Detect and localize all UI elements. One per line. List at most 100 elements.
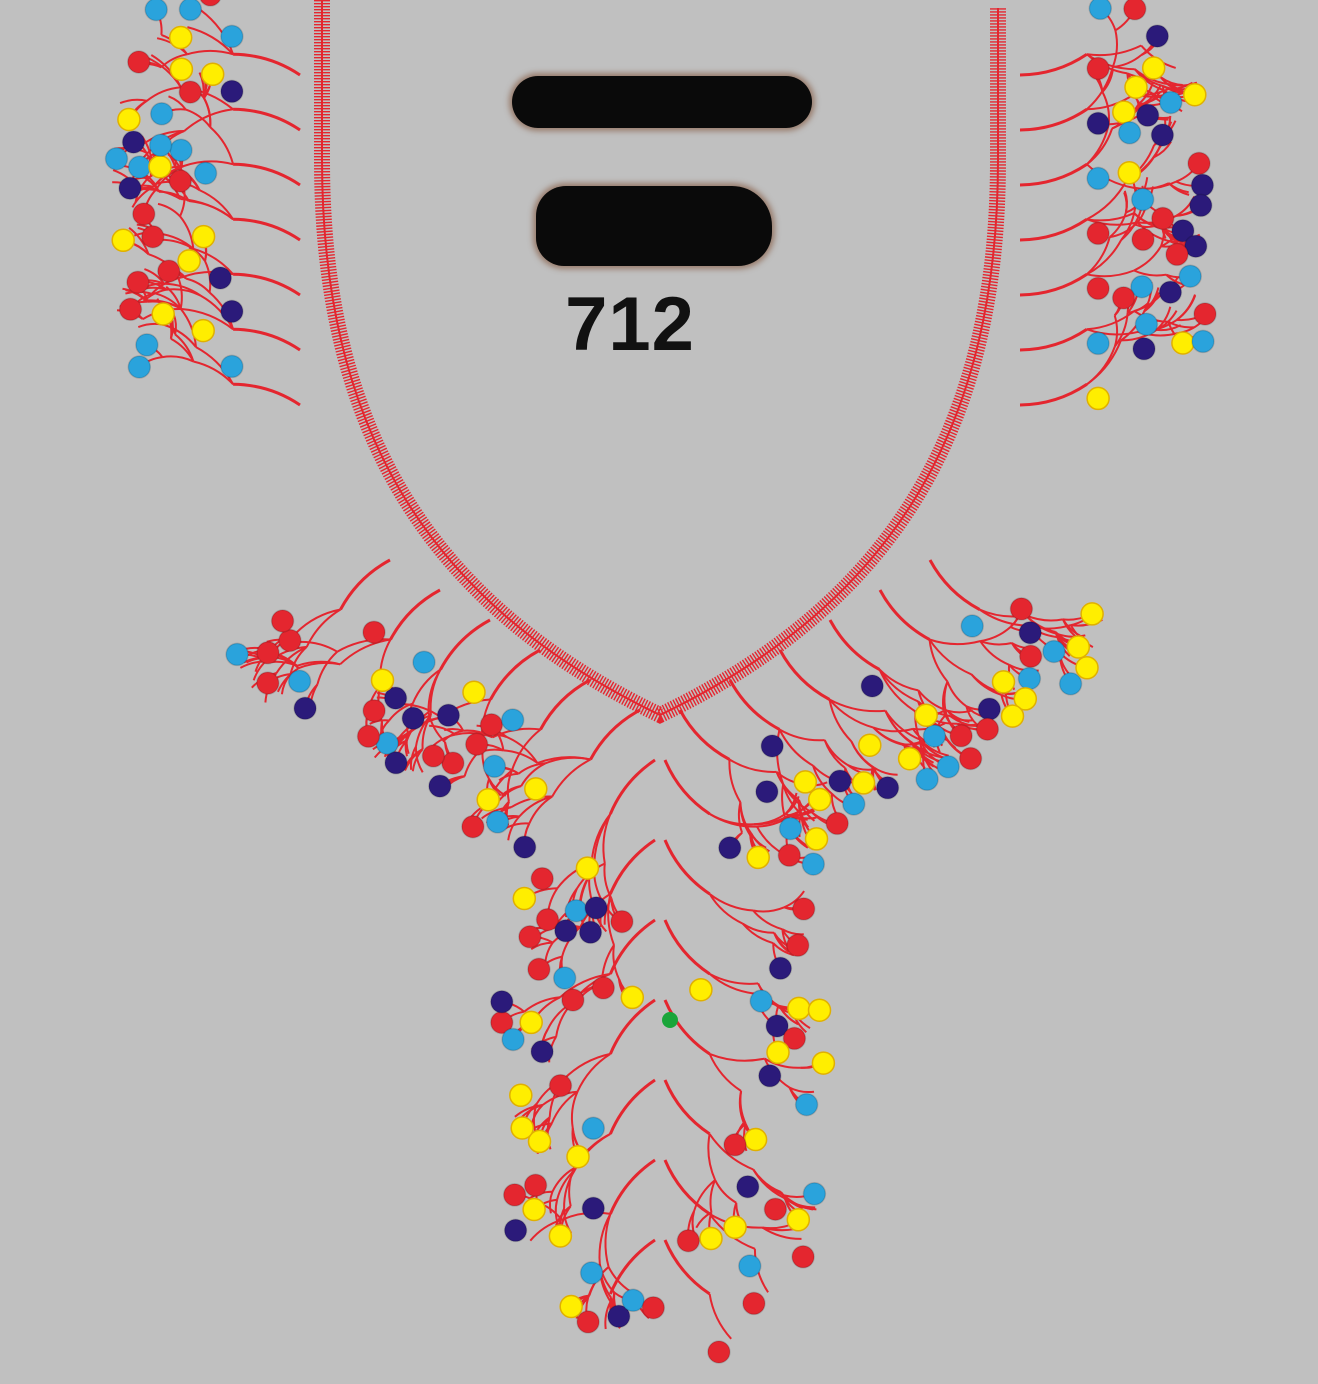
vine-stem [295, 608, 341, 634]
vine-stem [195, 346, 234, 385]
flower-dot [552, 966, 577, 990]
flower-dot [168, 25, 193, 50]
vine-stem [609, 998, 656, 1055]
vine-stem [942, 710, 956, 729]
vine-stem [506, 770, 513, 802]
flower-dot [149, 102, 174, 126]
flower-dot [802, 1182, 827, 1206]
vine-stem [979, 640, 1013, 646]
vine-stem [764, 1057, 801, 1069]
flower-dot [490, 990, 514, 1014]
vine-stem [708, 1133, 754, 1171]
flower-dot [135, 333, 159, 357]
vine-stem [550, 1090, 579, 1124]
vine-stem [1134, 182, 1170, 190]
vine-stem [551, 1167, 575, 1193]
vine-stem [1133, 245, 1162, 272]
flower-dot [576, 1310, 600, 1334]
flower-dot [220, 354, 244, 379]
vine-stem [878, 669, 916, 713]
flower-dot [421, 744, 446, 768]
flower-dot [607, 1304, 631, 1329]
vine-stem [165, 286, 182, 309]
flower-dot [1058, 672, 1083, 696]
flower-dot [561, 988, 585, 1012]
flower-dot [512, 886, 537, 911]
vine-stem [878, 668, 919, 692]
flower-dot [875, 776, 900, 800]
flower-dot [723, 1133, 747, 1157]
vine-stem [1168, 182, 1189, 194]
flower-dot [1189, 193, 1213, 218]
flower-dot [530, 866, 554, 891]
vine-stem [789, 1086, 815, 1094]
vine-stem [761, 1226, 802, 1240]
vine-stem [193, 360, 234, 385]
vine-stem [209, 126, 235, 165]
neckline-border [314, 0, 1006, 724]
vine-stem [929, 638, 981, 646]
flower-dot [1086, 56, 1110, 81]
flower-dot [1190, 173, 1215, 197]
flower-dot [620, 985, 645, 1010]
flower-dot [510, 1116, 534, 1140]
flower-dot [178, 0, 203, 22]
flower-dot [786, 933, 810, 958]
neckline-edge [321, 0, 999, 717]
flower-dot [383, 686, 408, 710]
vine-stem [947, 709, 973, 714]
vine-stem [609, 1158, 656, 1215]
vine-stem [739, 1090, 747, 1125]
flower-dot [738, 1254, 762, 1278]
vine-stem [576, 1053, 611, 1093]
vine-stem [1019, 163, 1088, 187]
flower-dot [793, 770, 818, 794]
vine-stem [1153, 141, 1172, 159]
vine-stem [551, 758, 591, 797]
vine-stem [488, 778, 502, 797]
vine-stem [756, 814, 793, 828]
vine-stem [1143, 287, 1160, 313]
flower-dot [519, 1010, 543, 1035]
vine-stem [1086, 179, 1128, 221]
flower-dot [126, 270, 150, 294]
flower-dot [1086, 331, 1110, 356]
vine-stem [298, 661, 341, 670]
flower-dot [208, 266, 233, 290]
vine-stem [783, 1197, 817, 1211]
flower-dot [765, 1014, 789, 1038]
flower-dot [897, 746, 922, 771]
vine-stem [663, 839, 711, 896]
flower-dot [610, 909, 634, 934]
flower-dot [527, 957, 551, 982]
redacted-label-top [512, 76, 812, 128]
flower-dot [1066, 635, 1091, 659]
flower-dot [524, 777, 548, 801]
flower-dot [104, 146, 129, 171]
vine-stem [562, 1052, 611, 1081]
flower-dot [991, 670, 1016, 694]
flower-dot [1191, 329, 1215, 354]
vine-stem [602, 813, 612, 864]
flower-dot [1158, 280, 1183, 304]
vine-stem [1137, 81, 1155, 105]
vine-stem [162, 355, 194, 363]
flower-dot [464, 732, 489, 757]
flower-dot [1193, 302, 1217, 326]
vine-stem [609, 918, 656, 975]
vine-stem [233, 382, 301, 407]
flower-dot [144, 0, 168, 22]
vine-stem [316, 650, 338, 685]
flower-dot [1159, 90, 1183, 115]
flower-dot [743, 1127, 768, 1152]
vine-stem [1086, 328, 1139, 336]
flower-dot [1042, 639, 1066, 664]
vine-stem [812, 765, 833, 795]
flower-dot [958, 746, 983, 771]
flower-dot [1000, 704, 1025, 728]
flower-dot [220, 299, 244, 324]
vine-stem [183, 160, 234, 167]
vine-stem [604, 1301, 612, 1330]
flower-dot [1088, 0, 1113, 21]
vine-stem [873, 766, 898, 776]
